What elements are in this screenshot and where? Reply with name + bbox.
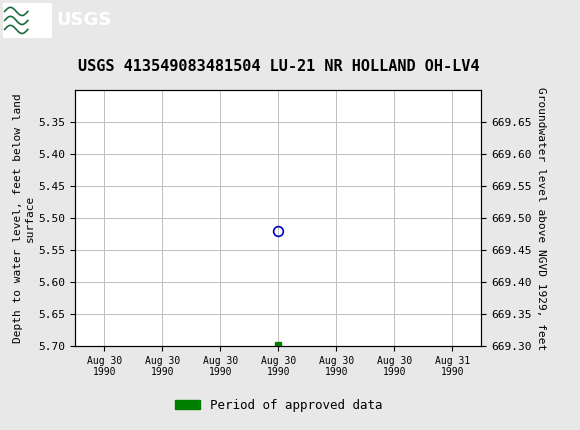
Y-axis label: Depth to water level, feet below land
surface: Depth to water level, feet below land su… [13, 93, 35, 343]
Y-axis label: Groundwater level above NGVD 1929, feet: Groundwater level above NGVD 1929, feet [536, 86, 546, 350]
Text: USGS: USGS [57, 12, 112, 29]
Bar [3, 3, 52, 37]
Legend: Period of approved data: Period of approved data [169, 393, 387, 417]
Text: USGS 413549083481504 LU-21 NR HOLLAND OH-LV4: USGS 413549083481504 LU-21 NR HOLLAND OH… [78, 59, 479, 74]
